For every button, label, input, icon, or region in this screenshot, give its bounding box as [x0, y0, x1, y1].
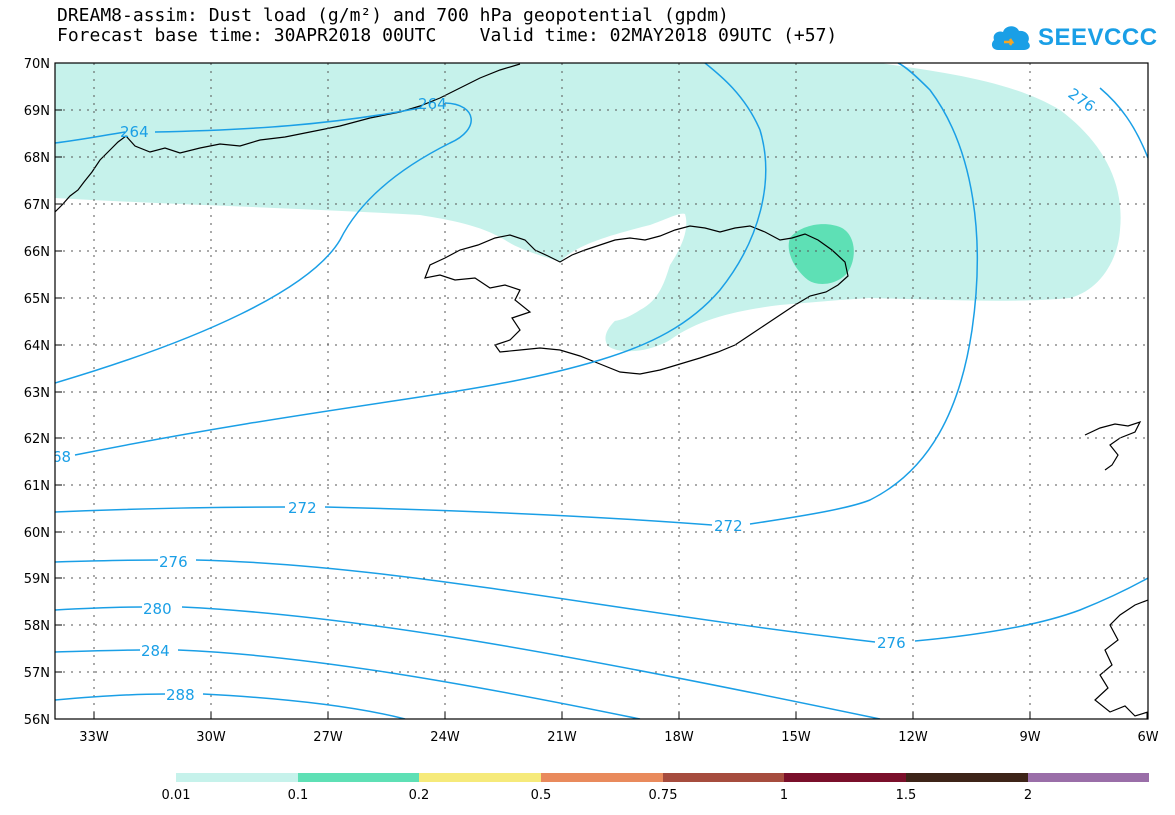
- contour-276-ne: [1099, 87, 1148, 159]
- colorbar-swatch: [176, 773, 298, 782]
- latitude-axis: 70N 69N 68N 67N 66N 65N 64N 63N 62N 61N …: [24, 57, 62, 728]
- colorbar-label: 0.75: [649, 788, 678, 803]
- contour-288-b: [202, 693, 406, 719]
- contour-label: 272: [714, 517, 743, 535]
- coastlines: [55, 63, 1148, 717]
- contour-264-west-b: [154, 107, 421, 133]
- contour-label: 264: [418, 95, 447, 113]
- lon-label: 12W: [898, 730, 928, 745]
- contour-label: 284: [141, 642, 170, 660]
- lon-label: 6W: [1137, 730, 1158, 745]
- logo-text: SEEVCCC: [1038, 24, 1158, 51]
- lon-label: 18W: [664, 730, 694, 745]
- lat-label: 63N: [24, 386, 50, 401]
- lat-label: 60N: [24, 526, 50, 541]
- contour-label: 280: [143, 600, 172, 618]
- contour-label: 288: [166, 686, 195, 704]
- lon-label: 27W: [313, 730, 343, 745]
- lat-label: 61N: [24, 479, 50, 494]
- contour-264-loop: [55, 102, 472, 384]
- contour-label: 264: [120, 123, 149, 141]
- contour-labels: 264 264 276 68 272 272 276 276 280 284 2…: [52, 85, 1098, 704]
- lon-label: 33W: [79, 730, 109, 745]
- seevccc-logo: SEEVCCC: [990, 20, 1158, 56]
- contour-label: 276: [877, 634, 906, 652]
- contour-280-a: [55, 606, 143, 611]
- forecast-time-info: Forecast base time: 30APR2018 00UTC Vali…: [57, 25, 838, 46]
- colorbar-swatch: [1028, 773, 1149, 782]
- colorbar-swatch: [784, 773, 906, 782]
- lat-label: 62N: [24, 432, 50, 447]
- colorbar-label: 0.1: [288, 788, 309, 803]
- scotland-coast: [1094, 599, 1148, 717]
- faroe-coast: [1084, 420, 1142, 471]
- colorbar: 0.01 0.1 0.2 0.5 0.75 1 1.5 2: [162, 773, 1149, 803]
- contour-272-b: [324, 506, 713, 526]
- dust-area-gap: [560, 213, 687, 322]
- colorbar-label: 0.5: [531, 788, 552, 803]
- plot-frame: [54, 62, 1149, 720]
- dust-area-low: [55, 63, 1121, 352]
- lat-label: 68N: [24, 151, 50, 166]
- lon-label: 9W: [1019, 730, 1040, 745]
- colorbar-swatch: [298, 773, 419, 782]
- contour-label: 272: [288, 499, 317, 517]
- lon-label: 21W: [547, 730, 577, 745]
- cloud-icon: [991, 26, 1030, 50]
- lat-label: 56N: [24, 713, 50, 728]
- lon-label: 15W: [781, 730, 811, 745]
- lat-label: 66N: [24, 245, 50, 260]
- geopotential-contours: [55, 63, 1148, 719]
- lat-label: 67N: [24, 198, 50, 213]
- contour-284-b: [177, 649, 641, 719]
- map-title: DREAM8-assim: Dust load (g/m²) and 700 h…: [57, 5, 729, 26]
- lat-label: 59N: [24, 572, 50, 587]
- colorbar-swatch: [906, 773, 1028, 782]
- lat-label: 65N: [24, 292, 50, 307]
- colorbar-label: 1.5: [896, 788, 917, 803]
- contour-268: [74, 63, 767, 456]
- contour-264-west: [55, 131, 126, 144]
- dust-area-mid: [788, 224, 854, 284]
- contour-272-a: [55, 506, 286, 513]
- contour-276-south-a: [55, 559, 159, 563]
- colorbar-swatch: [419, 773, 541, 782]
- contour-276-south-b: [195, 559, 876, 643]
- lon-label: 30W: [196, 730, 226, 745]
- lon-label: 24W: [430, 730, 460, 745]
- lat-label: 64N: [24, 339, 50, 354]
- contour-284-a: [55, 649, 141, 653]
- colorbar-swatch: [663, 773, 784, 782]
- contour-288-a: [55, 693, 166, 701]
- contour-272-c: [749, 63, 978, 525]
- contour-label: 276: [159, 553, 188, 571]
- colorbar-swatch: [541, 773, 663, 782]
- colorbar-label: 1: [780, 788, 788, 803]
- lat-label: 57N: [24, 666, 50, 681]
- contour-label: 68: [52, 448, 71, 466]
- graticule: [55, 63, 1148, 719]
- contour-276-south-c: [914, 577, 1148, 642]
- iceland-coast: [424, 225, 849, 375]
- lat-label: 69N: [24, 104, 50, 119]
- lat-label: 58N: [24, 619, 50, 634]
- longitude-axis: 33W 30W 27W 24W 21W 18W 15W 12W 9W 6W: [79, 712, 1159, 745]
- lat-label: 70N: [24, 57, 50, 72]
- colorbar-label: 0.01: [162, 788, 191, 803]
- greenland-coast: [55, 63, 521, 213]
- colorbar-label: 2: [1024, 788, 1032, 803]
- colorbar-label: 0.2: [409, 788, 430, 803]
- contour-280-b: [181, 606, 881, 719]
